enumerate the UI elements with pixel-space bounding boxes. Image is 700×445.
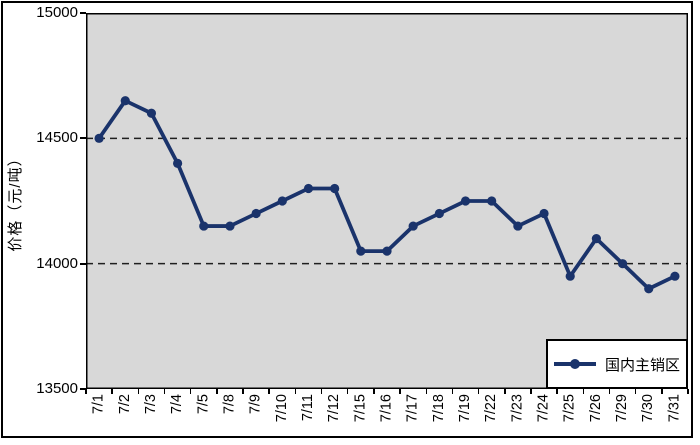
x-tick-label: 7/29 xyxy=(614,394,631,423)
y-tick-mark xyxy=(80,388,86,390)
x-tick-mark xyxy=(582,389,585,394)
x-tick-mark xyxy=(111,389,113,394)
y-tick-label: 14000 xyxy=(36,254,78,272)
x-tick-label: 7/18 xyxy=(430,394,447,423)
x-tick-label: 7/16 xyxy=(378,394,395,423)
x-tick-mark xyxy=(556,389,558,394)
x-tick-mark xyxy=(346,389,349,394)
x-tick-label: 7/24 xyxy=(535,394,552,423)
x-tick-label: 7/3 xyxy=(142,394,159,415)
x-tick-mark xyxy=(425,389,427,394)
line-chart-svg xyxy=(86,13,688,389)
x-tick-label: 7/15 xyxy=(352,394,369,423)
x-tick-label: 7/10 xyxy=(273,394,290,423)
x-tick-mark xyxy=(320,389,323,394)
x-tick-mark xyxy=(163,389,166,394)
x-tick-label: 7/1 xyxy=(90,394,107,415)
x-tick-mark xyxy=(399,389,401,394)
y-tick-label: 13500 xyxy=(36,380,78,397)
x-tick-label: 7/26 xyxy=(587,394,604,423)
x-tick-mark xyxy=(294,389,297,394)
x-tick-label: 7/2 xyxy=(116,394,133,415)
x-tick-mark xyxy=(477,389,480,394)
x-tick-mark xyxy=(85,389,87,394)
legend: 国内主销区 xyxy=(546,339,688,389)
x-tick-mark xyxy=(216,389,218,394)
y-tick-label: 14500 xyxy=(36,129,78,147)
x-tick-mark xyxy=(451,389,454,394)
x-tick-mark xyxy=(687,389,689,394)
x-tick-label: 7/11 xyxy=(299,394,316,422)
y-tick-mark xyxy=(80,137,86,140)
x-tick-label: 7/4 xyxy=(169,394,186,415)
x-tick-label: 7/8 xyxy=(221,394,238,415)
x-tick-mark xyxy=(137,389,140,394)
legend-series-label: 国内主销区 xyxy=(604,357,680,374)
x-tick-label: 7/17 xyxy=(404,394,421,423)
y-axis-title: 价格（元/吨） xyxy=(7,150,24,252)
x-tick-label: 7/31 xyxy=(666,394,683,423)
x-tick-label: 7/23 xyxy=(509,394,526,423)
x-tick-label: 7/22 xyxy=(483,394,500,423)
x-tick-label: 7/19 xyxy=(457,394,474,423)
x-tick-label: 7/12 xyxy=(326,394,343,423)
x-tick-mark xyxy=(189,389,192,394)
x-tick-label: 7/9 xyxy=(247,394,264,415)
x-tick-mark xyxy=(504,389,506,394)
x-tick-mark xyxy=(634,389,637,394)
x-tick-label: 7/30 xyxy=(640,394,657,423)
x-tick-mark xyxy=(530,389,532,394)
legend-line-marker-icon xyxy=(553,359,596,369)
plot-area: 国内主销区 xyxy=(86,13,688,389)
x-tick-mark xyxy=(242,389,244,394)
x-tick-mark xyxy=(268,389,270,394)
x-tick-mark xyxy=(608,389,611,394)
x-tick-label: 7/25 xyxy=(561,394,578,423)
y-tick-label: 15000 xyxy=(36,4,78,21)
legend-dot-icon xyxy=(569,359,580,369)
x-tick-mark xyxy=(373,389,375,394)
y-tick-mark xyxy=(80,12,86,14)
x-tick-label: 7/5 xyxy=(195,394,212,415)
x-tick-mark xyxy=(661,389,663,394)
y-tick-mark xyxy=(80,262,86,265)
